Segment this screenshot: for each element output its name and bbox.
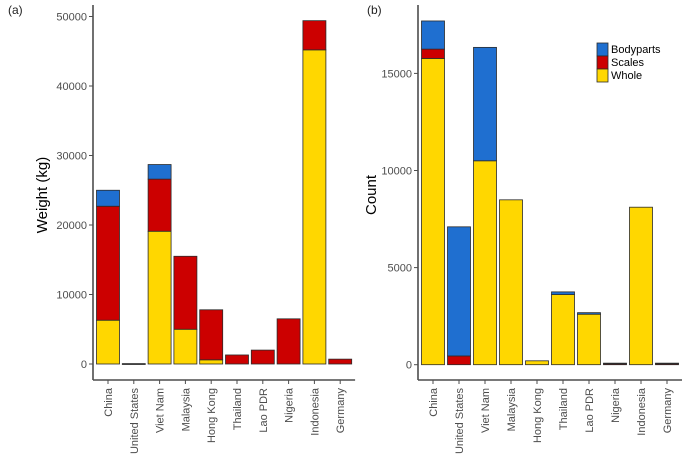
x-tick-label: Indonesia bbox=[309, 387, 321, 436]
x-tick-label: China bbox=[428, 387, 440, 417]
bar-segment-scales bbox=[173, 255, 198, 330]
x-tick-label: Nigeria bbox=[284, 387, 296, 423]
bar-segment-scales bbox=[302, 20, 327, 51]
bar-segment-bodyparts bbox=[447, 226, 471, 357]
bar-segment-whole bbox=[577, 313, 601, 366]
x-tick-label: Hong Kong bbox=[206, 388, 218, 443]
bar-segment-scales bbox=[225, 354, 249, 365]
x-tick-label: Lao PDR bbox=[258, 388, 270, 433]
legend-swatch-scales bbox=[596, 55, 609, 70]
bar-segment-whole bbox=[629, 206, 653, 366]
x-tick-label: Indonesia bbox=[636, 387, 648, 436]
bar-segment-whole bbox=[499, 199, 523, 366]
legend-label-whole: Whole bbox=[611, 70, 642, 82]
x-tick-label: Thailand bbox=[558, 388, 570, 430]
panel-b: (b) 0 5000 10000 15000 Count China United State… bbox=[363, 3, 682, 454]
y-tick-label: 15000 bbox=[381, 68, 412, 80]
bar-segment-bodyparts bbox=[551, 291, 575, 295]
bar-segment-bodyparts bbox=[577, 312, 601, 315]
x-tick-label: United States bbox=[454, 388, 466, 455]
y-tick-label: 40000 bbox=[56, 81, 87, 93]
x-tick-label: Viet Nam bbox=[480, 388, 492, 433]
legend-label-bodyparts: Bodyparts bbox=[611, 44, 661, 56]
y-tick-label: 0 bbox=[406, 360, 412, 372]
bar-segment-whole bbox=[525, 360, 549, 366]
y-axis-title: Count bbox=[363, 174, 380, 215]
legend-swatch-whole bbox=[596, 68, 609, 83]
x-tick-label: Hong Kong bbox=[532, 388, 544, 443]
bar-segment-whole bbox=[551, 294, 575, 366]
legend-swatch-bodyparts bbox=[596, 42, 609, 57]
bar-segment-whole bbox=[421, 58, 445, 366]
bar-segment-bodyparts bbox=[603, 362, 627, 365]
bar-segment-scales bbox=[276, 318, 301, 365]
bar-segment-scales bbox=[328, 358, 353, 365]
panel-label: (b) bbox=[367, 3, 382, 17]
bar-segment-bodyparts bbox=[96, 189, 120, 207]
bar-segment-whole bbox=[147, 230, 172, 365]
x-tick-label: Germany bbox=[662, 388, 674, 434]
bar-segment-bodyparts bbox=[473, 46, 497, 162]
x-tick-label: Malaysia bbox=[180, 387, 192, 431]
y-tick-label: 10000 bbox=[56, 290, 87, 302]
y-tick-label: 0 bbox=[81, 359, 87, 371]
bar-segment-whole bbox=[473, 160, 497, 366]
x-tick-label: Lao PDR bbox=[584, 388, 596, 433]
bar-segment-scales bbox=[96, 205, 120, 321]
bar-segment-scales bbox=[447, 355, 471, 366]
bar-segment-scales bbox=[421, 48, 445, 59]
x-tick-label: Malaysia bbox=[506, 387, 518, 431]
bar-segment-bodyparts bbox=[655, 362, 679, 365]
bar-segment-whole bbox=[199, 359, 224, 365]
panel-label: (a) bbox=[8, 3, 23, 17]
y-tick-label: 10000 bbox=[381, 166, 412, 178]
y-axis-title: Weight (kg) bbox=[34, 157, 51, 233]
bar-segment-bodyparts bbox=[147, 164, 172, 180]
bar-segment-whole bbox=[173, 328, 198, 365]
x-tick-label: Viet Nam bbox=[155, 388, 167, 433]
bar-segment-whole bbox=[302, 49, 327, 365]
y-tick-label: 5000 bbox=[388, 263, 412, 275]
y-tick-label: 50000 bbox=[56, 12, 87, 24]
bar-segment-bodyparts bbox=[421, 20, 445, 50]
bar-segment-whole bbox=[96, 319, 120, 365]
x-tick-label: Germany bbox=[335, 388, 347, 434]
x-tick-label: United States bbox=[129, 388, 141, 455]
legend-label-scales: Scales bbox=[611, 57, 645, 69]
y-tick-label: 20000 bbox=[56, 220, 87, 232]
bar-segment-scales bbox=[250, 349, 275, 365]
x-tick-label: Nigeria bbox=[610, 387, 622, 423]
x-tick-label: China bbox=[103, 387, 115, 417]
bar-segment-scales bbox=[199, 309, 224, 361]
panel-a: (a) 0 10000 20000 30000 40000 50000 Weight (kg)… bbox=[8, 3, 356, 455]
x-tick-label: Thailand bbox=[232, 388, 244, 430]
y-tick-label: 30000 bbox=[56, 151, 87, 163]
bar-segment-scales bbox=[147, 178, 172, 232]
